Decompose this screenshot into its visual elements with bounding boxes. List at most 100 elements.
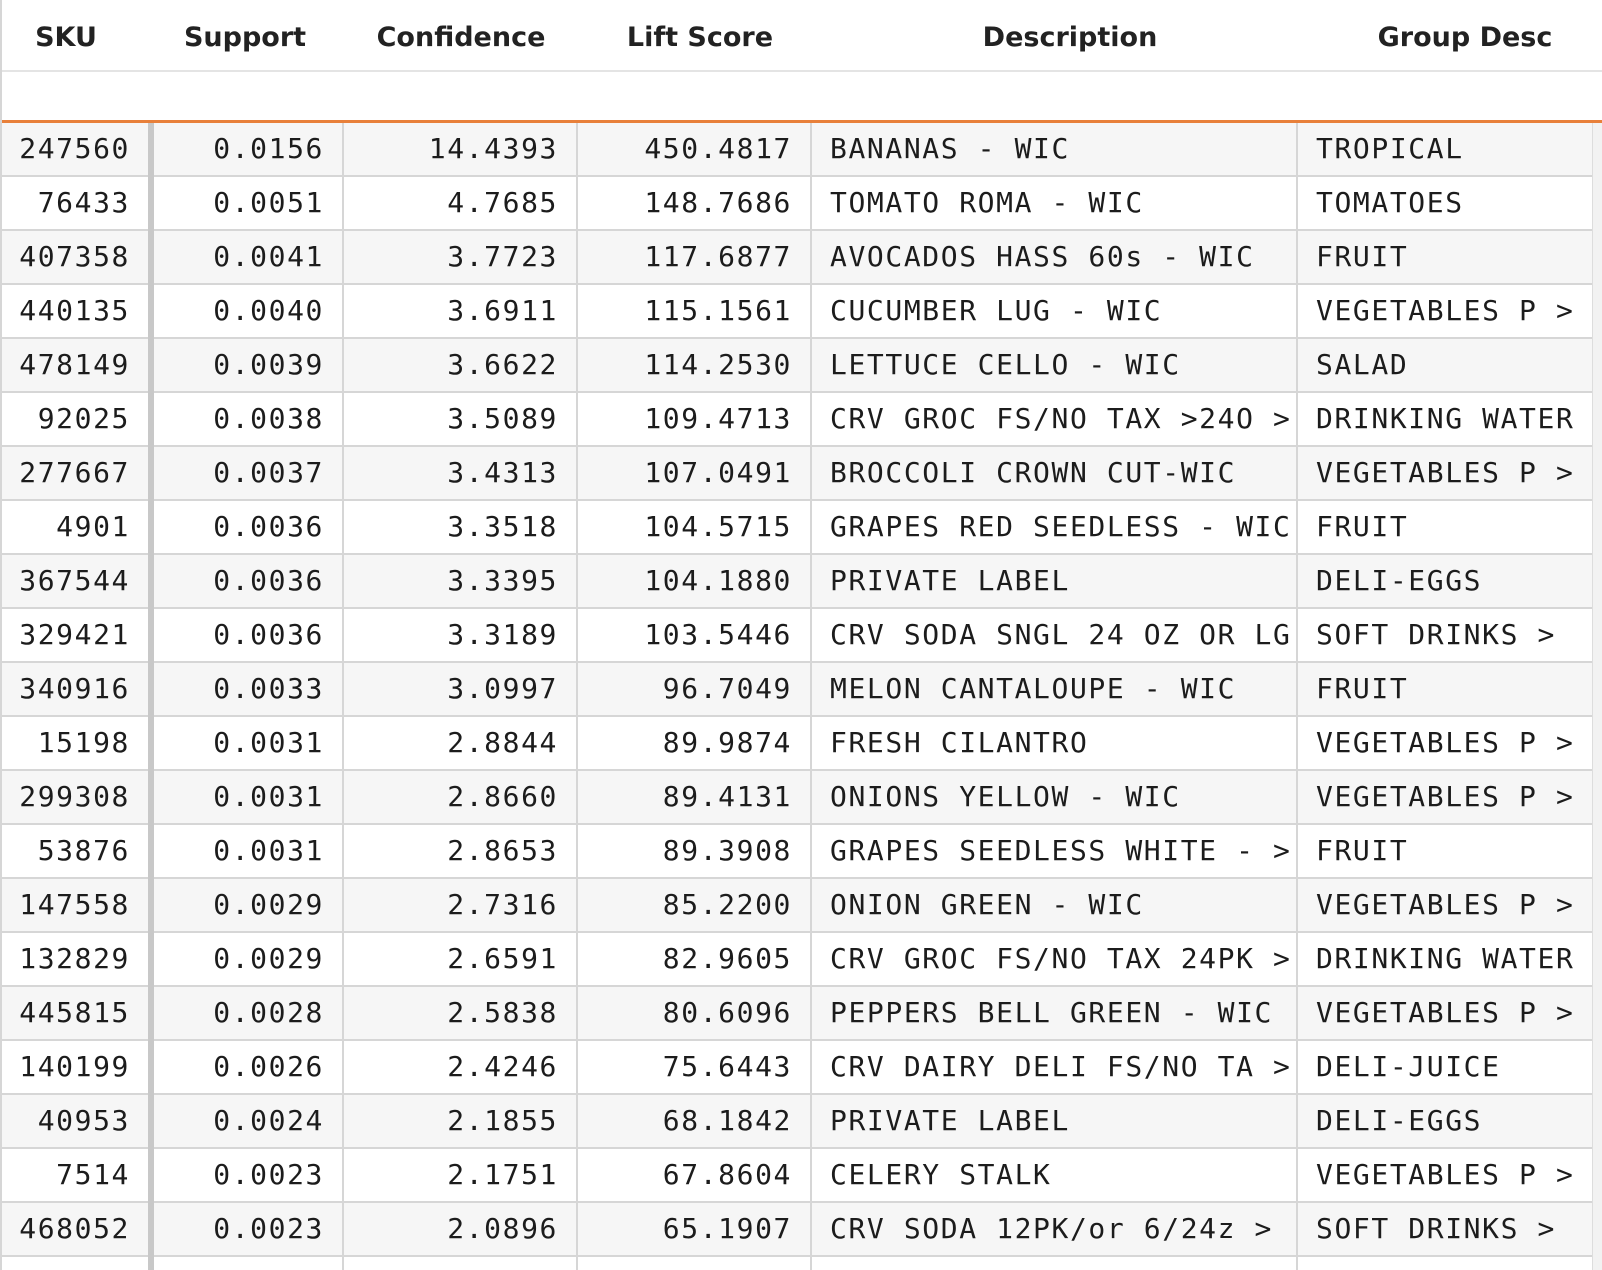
cell-support: 0.0041	[213, 240, 324, 273]
cell-confidence: 2.1751	[447, 1158, 558, 1191]
table-row[interactable]: 76433 0.0051 4.7685 148.7686 TOMATO ROMA - W…	[0, 177, 1592, 231]
table-row[interactable]: 468052 0.0023 2.0896 65.1907 CRV SODA 12PK/o…	[0, 1203, 1592, 1257]
cell-description: ONIONS YELLOW - WIC	[830, 780, 1181, 813]
cell-group-desc: VEGETABLES P >	[1316, 888, 1575, 921]
cell-lift-score: 80.6096	[662, 996, 792, 1029]
cell-lift-score: 96.7049	[662, 672, 792, 705]
grid-left-border	[0, 0, 2, 1270]
cell-support: 0.0156	[213, 132, 324, 165]
cell-support: 0.0033	[213, 672, 324, 705]
cell-group-desc: VEGETABLES P >	[1316, 780, 1575, 813]
cell-group-desc: VEGETABLES P >	[1316, 1158, 1575, 1191]
cell-support: 0.0024	[213, 1104, 324, 1137]
column-header-support[interactable]: Support	[183, 22, 307, 53]
cell-sku: 147558	[19, 888, 130, 921]
cell-lift-score: 107.0491	[644, 456, 792, 489]
cell-lift-score: 109.4713	[644, 402, 792, 435]
cell-sku: 76433	[37, 186, 130, 219]
cell-confidence: 2.6591	[447, 942, 558, 975]
cell-description: PRIVATE LABEL	[830, 1104, 1070, 1137]
cell-sku: 92025	[37, 402, 130, 435]
table-row[interactable]: 140199 0.0026 2.4246 75.6443 CRV DAIRY DELI …	[0, 1041, 1592, 1095]
cell-sku: 407358	[19, 240, 130, 273]
cell-lift-score: 65.1907	[662, 1212, 792, 1245]
table-row[interactable]: 147558 0.0029 2.7316 85.2200 ONION GREEN - W…	[0, 879, 1592, 933]
cell-description: CRV DAIRY DELI FS/NO TA >	[830, 1050, 1292, 1083]
cell-description: TOMATO ROMA - WIC	[830, 186, 1144, 219]
cell-sku: 247560	[19, 132, 130, 165]
cell-group-desc: TOMATOES	[1316, 186, 1464, 219]
cell-lift-score: 115.1561	[644, 294, 792, 327]
cell-group-desc: DELI-EGGS	[1316, 564, 1483, 597]
cell-lift-score: 75.6443	[662, 1050, 792, 1083]
column-header-description[interactable]: Description	[982, 22, 1158, 53]
cell-support: 0.0038	[213, 402, 324, 435]
table-row[interactable]: 445815 0.0028 2.5838 80.6096 PEPPERS BELL GR…	[0, 987, 1592, 1041]
cell-group-desc: FRUIT	[1316, 834, 1409, 867]
table-row[interactable]: 407358 0.0041 3.7723 117.6877 AVOCADOS HASS …	[0, 231, 1592, 285]
cell-group-desc: FRUIT	[1316, 672, 1409, 705]
table-row[interactable]: 329421 0.0036 3.3189 103.5446 CRV SODA SNGL …	[0, 609, 1592, 663]
table-row[interactable]: 367544 0.0036 3.3395 104.1880 PRIVATE LABEL D…	[0, 555, 1592, 609]
column-header-lift-score[interactable]: Lift Score	[626, 22, 774, 53]
vertical-scrollbar[interactable]	[1592, 123, 1602, 1270]
cell-support: 0.0031	[213, 780, 324, 813]
table-row[interactable]: 440135 0.0040 3.6911 115.1561 CUCUMBER LUG -…	[0, 285, 1592, 339]
table-row[interactable]: 53876 0.0031 2.8653 89.3908 GRAPES SEEDLESS …	[0, 825, 1592, 879]
cell-description: LETTUCE CELLO - WIC	[830, 348, 1181, 381]
cell-lift-score: 148.7686	[644, 186, 792, 219]
cell-lift-score: 67.8604	[662, 1158, 792, 1191]
cell-confidence: 3.5089	[447, 402, 558, 435]
cell-group-desc: VEGETABLES P >	[1316, 456, 1575, 489]
cell-description: CUCUMBER LUG - WIC	[830, 294, 1163, 327]
table-row[interactable]: 40953 0.0024 2.1855 68.1842 PRIVATE LABEL DEL…	[0, 1095, 1592, 1149]
cell-confidence: 14.4393	[428, 132, 558, 165]
table-row[interactable]: 92025 0.0038 3.5089 109.4713 CRV GROC FS/NO …	[0, 393, 1592, 447]
cell-support: 0.0028	[213, 996, 324, 1029]
column-header-confidence[interactable]: Confidence	[376, 22, 546, 53]
cell-description: FRESH CILANTRO	[830, 726, 1089, 759]
cell-lift-score: 104.5715	[644, 510, 792, 543]
cell-sku: 132829	[19, 942, 130, 975]
cell-description: ONION GREEN - WIC	[830, 888, 1144, 921]
cell-support: 0.0026	[213, 1050, 324, 1083]
cell-group-desc: DRINKING WATER	[1316, 402, 1575, 435]
cell-group-desc: VEGETABLES P >	[1316, 726, 1575, 759]
cell-support: 0.0037	[213, 456, 324, 489]
cell-group-desc: SOFT DRINKS >	[1316, 1212, 1556, 1245]
table-row[interactable]: 15198 0.0031 2.8844 89.9874 FRESH CILANTRO VE…	[0, 717, 1592, 771]
table-row[interactable]: 478149 0.0039 3.6622 114.2530 LETTUCE CELLO …	[0, 339, 1592, 393]
table-row[interactable]: 247560 0.0156 14.4393 450.4817 BANANAS - WIC…	[0, 123, 1592, 177]
cell-support: 0.0029	[213, 942, 324, 975]
table-row[interactable]: 4901 0.0036 3.3518 104.5715 GRAPES RED SEEDL…	[0, 501, 1592, 555]
cell-support: 0.0036	[213, 618, 324, 651]
grid-body: 247560 0.0156 14.4393 450.4817 BANANAS - WIC…	[0, 123, 1602, 1270]
table-row[interactable]: 132829 0.0029 2.6591 82.9605 CRV GROC FS/NO …	[0, 933, 1592, 987]
cell-confidence: 3.7723	[447, 240, 558, 273]
cell-lift-score: 114.2530	[644, 348, 792, 381]
cell-description: MELON CANTALOUPE - WIC	[830, 672, 1237, 705]
cell-description: CRV GROC FS/NO TAX >24O >	[830, 402, 1292, 435]
cell-lift-score: 68.1842	[662, 1104, 792, 1137]
cell-group-desc: DELI-JUICE	[1316, 1050, 1501, 1083]
column-divider	[1296, 123, 1298, 1270]
table-row[interactable]: 7514 0.0023 2.1751 67.8604 CELERY STALK VEGET…	[0, 1149, 1592, 1203]
cell-description: AVOCADOS HASS 60s - WIC	[830, 240, 1255, 273]
cell-group-desc: FRUIT	[1316, 510, 1409, 543]
cell-confidence: 2.8653	[447, 834, 558, 867]
cell-description: PRIVATE LABEL	[830, 564, 1070, 597]
column-header-sku[interactable]: SKU	[35, 22, 97, 53]
table-row[interactable]: 299308 0.0031 2.8660 89.4131 ONIONS YELLOW -…	[0, 771, 1592, 825]
column-header-group-desc[interactable]: Group Desc	[1377, 22, 1553, 53]
cell-lift-score: 450.4817	[644, 132, 792, 165]
cell-description: BROCCOLI CROWN CUT-WIC	[830, 456, 1237, 489]
cell-lift-score: 117.6877	[644, 240, 792, 273]
cell-group-desc: DRINKING WATER	[1316, 942, 1575, 975]
table-row[interactable]: 340916 0.0033 3.0997 96.7049 MELON CANTALOUP…	[0, 663, 1592, 717]
cell-lift-score: 89.3908	[662, 834, 792, 867]
cell-confidence: 2.5838	[447, 996, 558, 1029]
column-divider	[342, 123, 344, 1270]
table-row[interactable]: 277667 0.0037 3.4313 107.0491 BROCCOLI CROWN…	[0, 447, 1592, 501]
cell-group-desc: SOFT DRINKS >	[1316, 618, 1556, 651]
